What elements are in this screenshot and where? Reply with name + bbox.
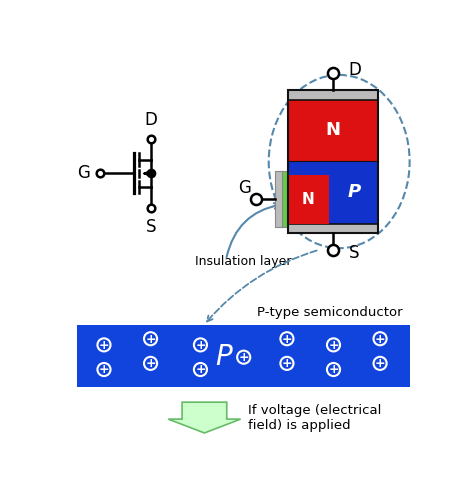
Bar (288, 224, 378, 233)
Text: +: + (145, 357, 156, 370)
Text: P: P (347, 184, 361, 201)
Polygon shape (168, 402, 241, 433)
Bar (288, 100, 378, 161)
Text: P: P (215, 343, 232, 371)
Text: +: + (238, 351, 249, 364)
Text: S: S (348, 244, 359, 262)
Text: If voltage (electrical
field) is applied: If voltage (electrical field) is applied (248, 404, 382, 432)
Bar (288, 175, 329, 224)
Text: +: + (375, 333, 385, 346)
Text: P-type semiconductor: P-type semiconductor (257, 306, 402, 319)
Bar (275, 171, 282, 227)
Text: S: S (146, 218, 156, 236)
Text: +: + (328, 339, 339, 352)
Text: G: G (77, 165, 90, 183)
Bar (288, 161, 378, 224)
Bar (288, 90, 378, 100)
Text: N: N (326, 122, 340, 139)
Text: +: + (375, 357, 385, 370)
Bar (288, 90, 378, 233)
Text: +: + (282, 333, 292, 346)
Bar (282, 171, 288, 227)
Text: +: + (282, 357, 292, 370)
Text: N: N (302, 192, 315, 207)
Text: D: D (348, 62, 361, 79)
Text: +: + (328, 364, 339, 376)
Text: Insulation layer: Insulation layer (195, 255, 292, 268)
Bar (77, 325, 410, 387)
Text: +: + (195, 364, 206, 376)
Text: +: + (99, 339, 109, 352)
Text: +: + (145, 333, 156, 346)
Text: +: + (195, 339, 206, 352)
Text: +: + (99, 364, 109, 376)
Text: D: D (145, 111, 158, 129)
Text: G: G (238, 180, 251, 197)
